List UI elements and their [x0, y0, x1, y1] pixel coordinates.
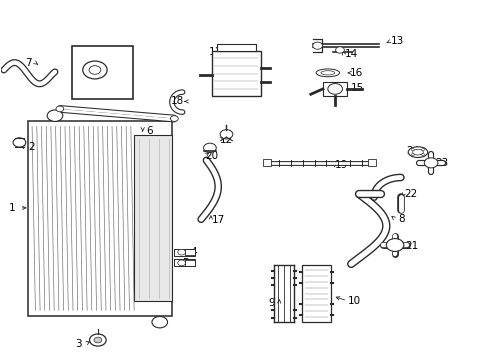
Circle shape	[313, 42, 322, 49]
Text: 9: 9	[269, 298, 275, 308]
Circle shape	[56, 106, 64, 112]
Circle shape	[152, 316, 168, 328]
Text: 23: 23	[436, 158, 449, 168]
Circle shape	[411, 154, 414, 156]
Text: 14: 14	[344, 49, 358, 59]
Circle shape	[171, 116, 178, 121]
Text: 6: 6	[147, 126, 153, 136]
Text: 18: 18	[171, 96, 184, 107]
Bar	[174, 259, 195, 266]
Circle shape	[411, 149, 414, 151]
Circle shape	[13, 138, 26, 147]
Text: 7: 7	[25, 58, 31, 68]
Bar	[212, 51, 261, 96]
Bar	[368, 159, 375, 166]
Text: 5: 5	[182, 258, 189, 268]
Circle shape	[422, 149, 425, 151]
Circle shape	[178, 260, 186, 266]
Text: 11: 11	[209, 47, 222, 57]
Text: 8: 8	[398, 213, 405, 224]
Circle shape	[90, 334, 106, 346]
Text: 13: 13	[391, 36, 404, 46]
Circle shape	[94, 337, 102, 343]
Text: 16: 16	[349, 68, 363, 78]
Bar	[134, 135, 172, 301]
Text: 10: 10	[348, 296, 361, 306]
Bar	[72, 46, 133, 99]
Text: 15: 15	[350, 83, 364, 93]
Circle shape	[336, 47, 344, 53]
Text: 4: 4	[191, 247, 197, 257]
Text: 2: 2	[28, 142, 35, 152]
Bar	[28, 121, 172, 316]
Text: 3: 3	[75, 339, 82, 348]
Text: 26: 26	[102, 86, 115, 96]
Circle shape	[424, 158, 438, 168]
Text: 17: 17	[212, 215, 225, 225]
Ellipse shape	[408, 147, 428, 157]
Circle shape	[83, 61, 107, 79]
Text: 1: 1	[9, 203, 15, 213]
Bar	[302, 265, 331, 322]
Circle shape	[422, 154, 425, 156]
Text: 24: 24	[407, 147, 420, 157]
Text: 22: 22	[404, 189, 417, 199]
Text: 12: 12	[220, 135, 233, 145]
Bar	[263, 159, 271, 166]
Bar	[174, 249, 195, 256]
Bar	[323, 82, 347, 96]
Circle shape	[386, 239, 404, 251]
Ellipse shape	[413, 149, 423, 155]
Circle shape	[220, 130, 233, 139]
Text: 20: 20	[205, 151, 219, 161]
Circle shape	[328, 84, 343, 94]
Bar	[217, 44, 256, 51]
Text: 25: 25	[217, 65, 230, 75]
Text: 19: 19	[335, 160, 348, 170]
Circle shape	[89, 66, 101, 74]
Circle shape	[178, 249, 186, 255]
Text: 21: 21	[405, 241, 418, 251]
Circle shape	[47, 110, 63, 121]
Ellipse shape	[316, 69, 340, 77]
Ellipse shape	[321, 71, 335, 75]
Circle shape	[203, 143, 216, 153]
